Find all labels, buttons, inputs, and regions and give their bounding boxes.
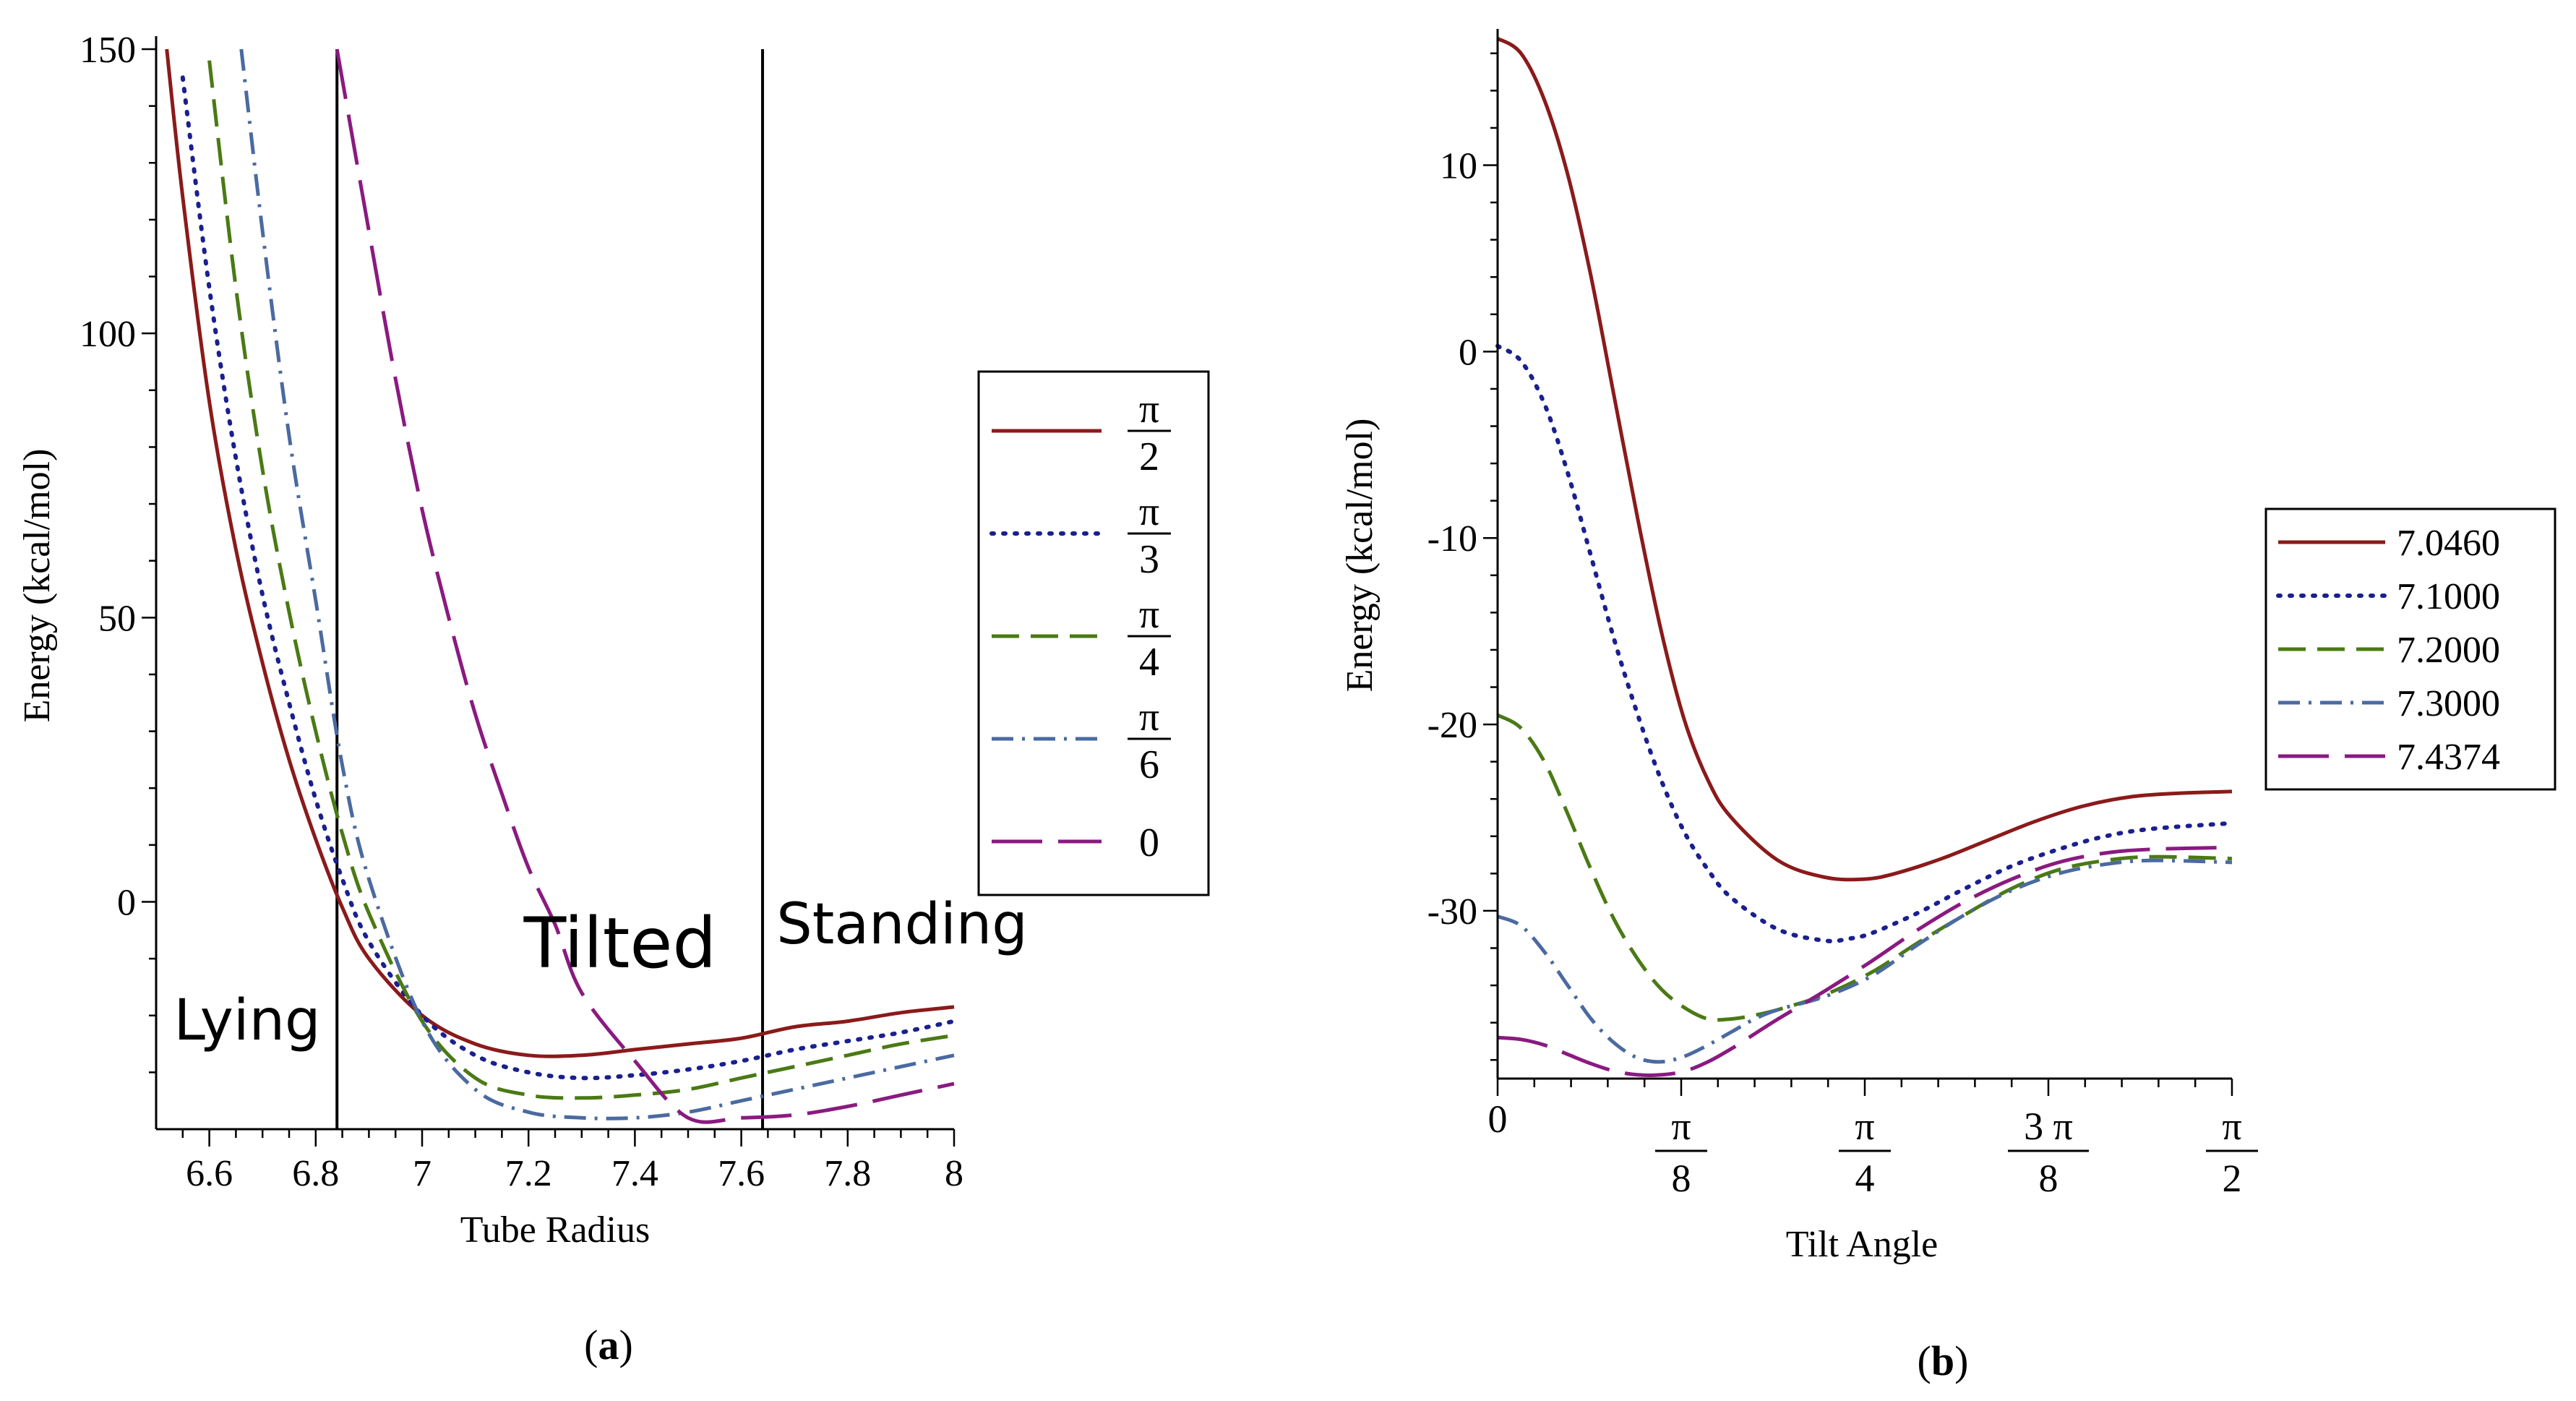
x-tick-label: 7.8	[824, 1153, 871, 1194]
series-line-pi-over-6	[239, 48, 955, 1121]
legend-entry: 7.2000	[2278, 630, 2500, 671]
series-line-pi-over-2	[165, 48, 955, 1058]
legend-label: 7.2000	[2397, 630, 2500, 671]
legend-label: 7.3000	[2397, 683, 2500, 724]
panel-b-ylabel: Energy (kcal/mol)	[1339, 419, 1381, 693]
x-tick-label-numerator: π	[2222, 1105, 2241, 1148]
series-line-0	[335, 48, 955, 1124]
x-tick-label: 7.2	[505, 1153, 552, 1194]
region-label-tilted: Tilted	[523, 903, 717, 984]
legend-label-denominator: 2	[1139, 434, 1159, 479]
panel-a-ylabel: Energy (kcal/mol)	[17, 449, 58, 723]
legend-label-numerator: π	[1139, 387, 1159, 432]
series-line-7-4374	[1497, 845, 2233, 1077]
x-tick-label: 7.4	[611, 1153, 658, 1194]
series-line-7-3000	[1497, 858, 2233, 1064]
panel-b-axes: 10 0 -10 -20 -30 0 π 8 π 4 3 π 8 π 2	[1427, 29, 2258, 1200]
legend-entry: 0	[992, 821, 1159, 865]
legend-entry: 7.3000	[2278, 683, 2500, 724]
x-tick-label: 0	[1488, 1097, 1508, 1141]
y-tick-label: -10	[1427, 518, 1477, 560]
panel-a-axes: 6.6 6.8 7 7.2 7.4 7.6 7.8 8 150 100 50 0	[80, 30, 963, 1194]
panel-b: 10 0 -10 -20 -30 0 π 8 π 4 3 π 8 π 2 Tilt Angle Energ…	[1339, 29, 2556, 1384]
x-tick-label-numerator: 3 π	[2024, 1105, 2073, 1148]
x-tick-label: 7	[413, 1153, 432, 1194]
region-divider-lines	[335, 49, 765, 1129]
legend-label-numerator: π	[1139, 489, 1159, 534]
panel-a-caption: (a)	[584, 1321, 633, 1368]
legend-entry: π6	[992, 695, 1171, 787]
series-line-7-0460	[1496, 36, 2233, 882]
region-label-lying: Lying	[173, 988, 320, 1053]
legend-label: 7.4374	[2397, 737, 2500, 778]
legend-label-numerator: π	[1139, 695, 1159, 740]
x-tick-label-numerator: π	[1671, 1105, 1691, 1148]
panel-a-series	[165, 48, 956, 1124]
x-tick-label: 6.8	[292, 1153, 339, 1194]
legend-label-denominator: 6	[1139, 742, 1159, 787]
x-tick-label-denominator: 8	[1672, 1157, 1691, 1200]
legend-label-numerator: π	[1139, 592, 1159, 637]
legend-entry: 7.4374	[2278, 737, 2500, 778]
legend-label: 0	[1139, 821, 1159, 865]
legend-entry: 7.1000	[2276, 576, 2500, 617]
panel-b-legend: 7.0460 7.1000 7.2000 7.3000 7.4374	[2264, 507, 2556, 791]
x-tick-label: 7.6	[718, 1153, 765, 1194]
x-tick-label-denominator: 8	[2039, 1157, 2058, 1200]
legend-label: 7.0460	[2397, 523, 2500, 564]
legend-entry: 7.0460	[2278, 523, 2500, 564]
x-tick-label: 6.6	[186, 1153, 233, 1194]
y-tick-label: 100	[80, 314, 136, 355]
series-line-pi-over-3	[180, 75, 956, 1081]
y-tick-label: 150	[80, 30, 136, 71]
x-tick-label: 8	[945, 1153, 963, 1194]
y-tick-label: 0	[117, 882, 136, 923]
series-line-7-2000	[1496, 713, 2233, 1022]
series-line-7-1000	[1495, 343, 2234, 943]
y-tick-label: 50	[98, 598, 136, 639]
legend-label: 7.1000	[2397, 576, 2500, 617]
region-label-standing: Standing	[776, 892, 1027, 957]
panel-a-xlabel: Tube Radius	[460, 1209, 650, 1251]
legend-label-denominator: 4	[1139, 640, 1159, 685]
panel-b-series	[1495, 36, 2234, 1077]
panel-a: 6.6 6.8 7 7.2 7.4 7.6 7.8 8 150 100 50 0 Tube Radiu…	[17, 30, 1210, 1368]
x-tick-label-denominator: 4	[1855, 1157, 1875, 1200]
legend-entry: π2	[992, 387, 1171, 479]
x-tick-label-denominator: 2	[2223, 1157, 2242, 1200]
y-tick-label: -30	[1427, 891, 1477, 933]
legend-entry: π4	[992, 592, 1171, 685]
series-line-pi-over-4	[207, 60, 955, 1100]
legend-label-denominator: 3	[1139, 537, 1159, 582]
y-tick-label: 10	[1440, 146, 1477, 187]
panel-b-xlabel: Tilt Angle	[1786, 1224, 1939, 1265]
y-tick-label: 0	[1459, 332, 1477, 373]
panel-b-label: b	[1931, 1337, 1954, 1384]
panel-b-caption: (b)	[1918, 1337, 1969, 1384]
panel-a-label: a	[598, 1321, 619, 1368]
y-tick-label: -20	[1427, 705, 1477, 746]
legend-entry: π3	[989, 489, 1171, 582]
x-tick-label-numerator: π	[1855, 1105, 1874, 1148]
